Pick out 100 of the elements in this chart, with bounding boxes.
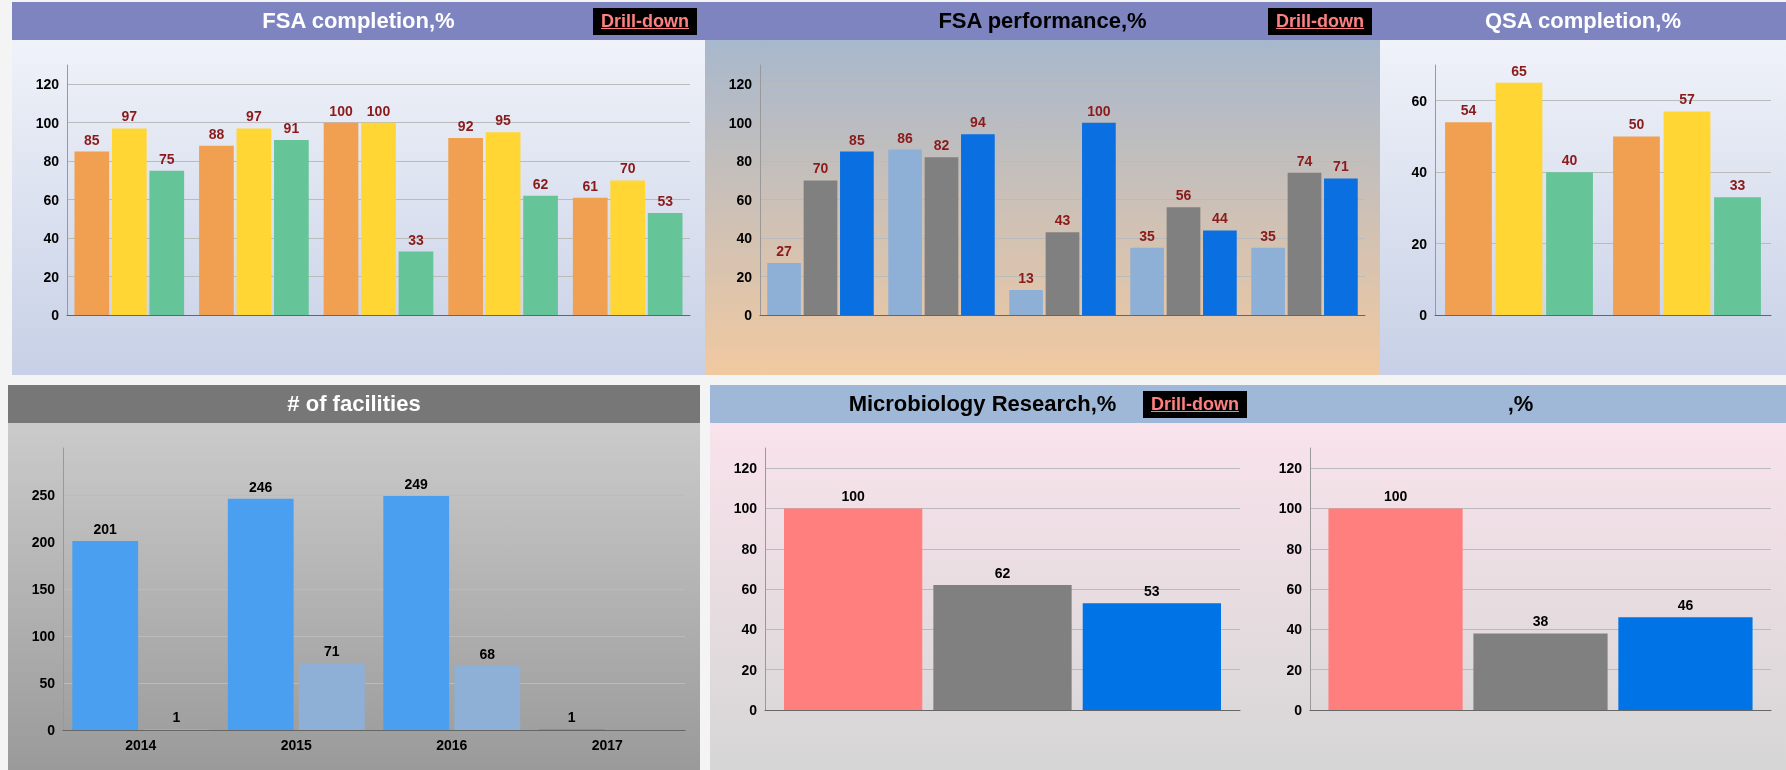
y-tick-label: 20	[741, 661, 758, 678]
y-tick-label: 120	[733, 460, 758, 477]
data-label: 71	[1333, 158, 1349, 175]
data-label: 62	[532, 175, 549, 192]
y-tick-label: 60	[1286, 581, 1303, 598]
y-tick-label: 120	[1278, 460, 1303, 477]
data-label: 95	[495, 112, 512, 129]
data-label: 44	[1212, 210, 1228, 227]
x-tick-label: 2017	[591, 737, 624, 753]
y-tick-label: 80	[741, 540, 758, 557]
text: Drill-down	[1268, 7, 1372, 35]
data-label: 35	[1260, 227, 1277, 244]
y-tick-label: 120	[35, 76, 60, 93]
data-label: 33	[1729, 177, 1746, 194]
text: Drill-down	[593, 7, 697, 35]
data-label: 92	[457, 118, 474, 135]
data-label: 53	[657, 193, 674, 210]
chart-title: ,%	[1507, 391, 1534, 417]
y-tick-label: 20	[1286, 661, 1303, 678]
data-label: 56	[1175, 187, 1192, 204]
data-label: 13	[1018, 270, 1035, 286]
x-tick-label: 2015	[280, 737, 313, 753]
data-label: 33	[408, 231, 424, 248]
y-tick-label: 80	[736, 153, 753, 170]
y-tick-label: 100	[31, 628, 56, 644]
data-label: 38	[1532, 613, 1549, 630]
y-tick-label: 20	[736, 268, 753, 285]
data-label: 65	[1511, 62, 1527, 79]
data-label: 85	[849, 131, 865, 148]
data-label: 100	[329, 102, 353, 119]
y-tick-label: 100	[728, 114, 753, 131]
y-tick-label: 60	[736, 191, 753, 208]
y-tick-label: 20	[43, 268, 60, 285]
chart-title: FSA completion,%	[262, 8, 455, 34]
data-label: 68	[479, 646, 496, 663]
chart-title: QSA completion,%	[1485, 8, 1681, 34]
y-tick-label: 40	[741, 621, 758, 638]
data-label: 246	[249, 478, 273, 495]
data-label: 97	[246, 108, 262, 125]
y-tick-label: 250	[31, 487, 56, 503]
data-label: 35	[1139, 227, 1156, 244]
data-label: 100	[841, 488, 866, 505]
text: Drill-down	[1143, 390, 1247, 418]
data-label: 97	[121, 108, 138, 125]
y-tick-label: 60	[43, 191, 60, 208]
data-label: 50	[1628, 116, 1645, 133]
data-label: 74	[1296, 152, 1313, 169]
data-label: 85	[84, 131, 100, 148]
data-label: 46	[1677, 597, 1694, 614]
data-label: 100	[366, 102, 391, 119]
y-tick-label: 20	[1411, 235, 1428, 252]
y-tick-label: 60	[1411, 92, 1428, 109]
data-label: 94	[970, 114, 986, 131]
data-label: 82	[933, 137, 950, 154]
chart-title: FSA performance,%	[938, 8, 1147, 34]
data-label: 100	[1383, 488, 1408, 505]
x-tick-label: 2016	[436, 737, 468, 753]
y-tick-label: 60	[741, 581, 758, 598]
chart-title: # of facilities	[287, 391, 421, 417]
y-tick-label: 0	[1294, 702, 1303, 718]
data-label: 86	[897, 129, 914, 146]
data-label: 201	[93, 521, 118, 538]
data-label: 40	[1561, 152, 1578, 169]
data-label: 62	[994, 565, 1011, 582]
y-tick-label: 100	[35, 114, 60, 131]
data-label: 61	[582, 177, 599, 194]
data-label: 1	[567, 709, 576, 726]
data-label: 91	[283, 120, 300, 136]
x-tick-label: 2014	[125, 737, 157, 753]
data-label: 88	[208, 125, 225, 142]
y-tick-label: 80	[1286, 540, 1303, 557]
data-label: 249	[404, 475, 429, 492]
data-label: 70	[619, 160, 636, 177]
y-tick-label: 0	[749, 702, 758, 718]
y-tick-label: 0	[744, 307, 753, 323]
y-tick-label: 50	[39, 675, 56, 691]
y-tick-label: 0	[1419, 307, 1428, 323]
y-tick-label: 150	[31, 581, 56, 597]
data-label: 71	[323, 643, 340, 660]
data-label: 100	[1087, 102, 1111, 119]
data-label: 1	[172, 709, 181, 726]
y-tick-label: 0	[51, 307, 60, 323]
y-tick-label: 0	[47, 722, 56, 738]
y-tick-label: 40	[1286, 621, 1303, 638]
y-tick-label: 40	[43, 230, 60, 247]
y-tick-label: 120	[728, 76, 753, 93]
data-label: 43	[1054, 212, 1071, 229]
y-tick-label: 40	[1411, 164, 1428, 181]
data-label: 27	[776, 243, 793, 260]
data-label: 57	[1679, 91, 1695, 108]
data-label: 54	[1460, 102, 1477, 119]
y-tick-label: 100	[1278, 500, 1303, 517]
y-tick-label: 80	[43, 153, 60, 170]
data-label: 70	[812, 160, 829, 177]
data-label: 75	[158, 150, 175, 167]
chart-title: Microbiology Research,%	[848, 391, 1117, 417]
y-tick-label: 100	[733, 500, 758, 517]
data-label: 53	[1144, 583, 1160, 600]
y-tick-label: 40	[736, 230, 753, 247]
y-tick-label: 200	[31, 534, 56, 550]
